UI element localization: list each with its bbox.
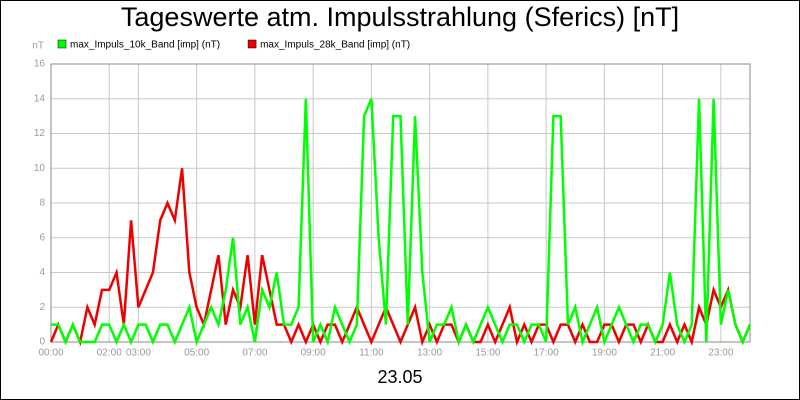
chart-title: Tageswerte atm. Impulsstrahlung (Sferics…	[121, 2, 679, 32]
series-line	[51, 98, 752, 347]
x-tick-label: 13:00	[417, 348, 442, 359]
x-tick-label: 03:00	[126, 348, 151, 359]
y-tick-label: 10	[34, 163, 46, 174]
y-tick-label: 2	[39, 302, 45, 313]
x-tick-label: 05:00	[184, 348, 209, 359]
x-tick-label: 07:00	[242, 348, 267, 359]
y-tick-label: 4	[39, 267, 45, 278]
y-tick-label: 14	[34, 93, 46, 104]
x-tick-label: 17:00	[534, 348, 559, 359]
legend-swatch	[57, 39, 67, 49]
x-tick-label: 15:00	[475, 348, 500, 359]
x-tick-label: 11:00	[359, 348, 384, 359]
x-tick-label: 21:00	[650, 348, 675, 359]
series-line	[49, 168, 752, 347]
x-tick-label: 02:00	[97, 348, 122, 359]
legend-label: max_Impuls_28k_Band [imp] (nT)	[260, 40, 410, 51]
x-axis-label: 23.05	[377, 367, 422, 387]
x-tick-label: 00:00	[38, 348, 63, 359]
y-axis-label: nT	[32, 41, 44, 52]
x-tick-label: 09:00	[301, 348, 326, 359]
y-tick-label: 16	[34, 59, 46, 70]
x-tick-label: 19:00	[592, 348, 617, 359]
legend-label: max_Impuls_10k_Band [imp] (nT)	[70, 40, 220, 51]
y-tick-label: 8	[39, 198, 45, 209]
legend-swatch	[247, 39, 257, 49]
x-tick-label: 23:00	[708, 348, 733, 359]
y-tick-label: 0	[39, 337, 45, 348]
y-tick-label: 12	[34, 128, 46, 139]
y-tick-label: 6	[39, 232, 45, 243]
